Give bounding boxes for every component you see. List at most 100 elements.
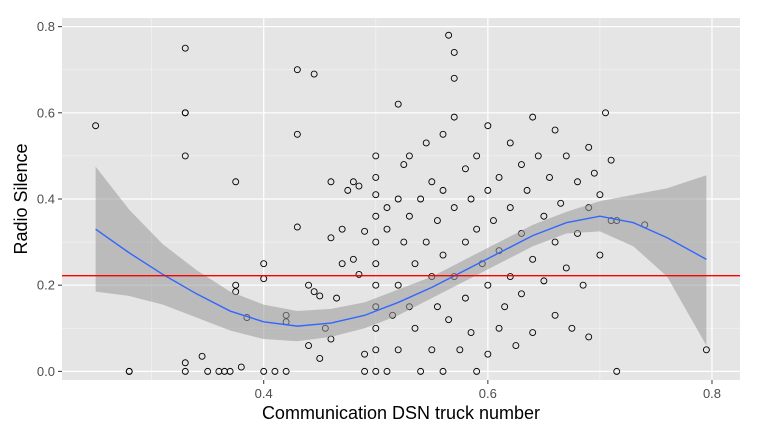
data-point [226, 367, 234, 375]
data-point [271, 367, 279, 375]
data-point [260, 260, 268, 268]
data-point [361, 367, 369, 375]
data-point [383, 367, 391, 375]
x-axis-ticks: 0.4 0.6 0.8 [255, 380, 721, 401]
data-point [355, 182, 363, 190]
data-point [383, 225, 391, 233]
data-point [461, 294, 469, 302]
data-point [422, 139, 430, 147]
data-point [428, 178, 436, 186]
data-point [579, 281, 587, 289]
data-point [590, 169, 598, 177]
data-point [562, 264, 570, 272]
data-point [372, 212, 380, 220]
data-point [450, 204, 458, 212]
data-point [400, 161, 408, 168]
data-point [338, 225, 346, 233]
data-point [411, 324, 419, 332]
data-point [439, 251, 447, 259]
data-point [557, 199, 565, 207]
data-point [237, 363, 245, 371]
data-point [293, 223, 301, 231]
data-point [490, 217, 497, 224]
data-point [495, 324, 503, 332]
smooth-trend-line [95, 215, 707, 327]
data-point [433, 217, 441, 224]
data-point [310, 288, 318, 296]
data-point [344, 186, 352, 194]
data-point [405, 212, 413, 220]
data-point [232, 281, 240, 289]
data-point [607, 156, 615, 164]
data-point [574, 178, 581, 186]
data-point [473, 367, 481, 375]
data-point [585, 333, 593, 341]
data-point [181, 367, 189, 375]
data-point [529, 329, 537, 337]
y-tick-label: 0.4 [37, 192, 55, 207]
data-point [467, 329, 475, 337]
data-point [602, 109, 609, 117]
data-point [445, 316, 453, 324]
data-point [518, 161, 525, 168]
data-point [484, 350, 492, 358]
data-point [551, 126, 559, 134]
data-point [198, 352, 206, 360]
data-point [181, 152, 189, 160]
data-point [232, 178, 240, 186]
data-point [484, 122, 492, 130]
data-point [316, 292, 324, 300]
data-point [372, 152, 380, 160]
data-point [546, 174, 553, 181]
x-tick-label: 0.6 [479, 386, 497, 401]
data-point [467, 195, 475, 203]
data-point [433, 303, 441, 311]
data-point [338, 260, 346, 268]
data-point [596, 191, 604, 199]
data-point [394, 195, 402, 203]
data-point [439, 186, 447, 194]
data-point [702, 346, 710, 354]
data-point [540, 212, 548, 220]
data-point [293, 66, 301, 74]
data-point [260, 367, 268, 375]
data-point [372, 324, 380, 332]
data-point [417, 367, 425, 375]
data-point [456, 346, 464, 354]
data-point [383, 204, 391, 212]
data-point [501, 303, 509, 311]
data-point [372, 238, 380, 246]
data-point [372, 174, 380, 181]
data-point [461, 165, 469, 173]
data-point [372, 260, 380, 268]
data-point [450, 49, 458, 56]
confidence-band [95, 166, 707, 346]
data-point [422, 238, 430, 246]
data-point [439, 367, 447, 375]
data-point [349, 255, 357, 263]
major-gridlines [62, 18, 740, 380]
x-axis-title: Communication DSN truck number [262, 403, 540, 423]
data-point [613, 367, 621, 375]
data-point [372, 346, 380, 354]
y-tick-label: 0.0 [37, 364, 55, 379]
data-point [293, 130, 301, 138]
data-point [327, 234, 335, 242]
data-point [310, 70, 318, 78]
data-point [506, 273, 514, 281]
data-point [372, 191, 380, 199]
data-point [361, 227, 369, 235]
data-point [596, 251, 604, 259]
data-point [355, 270, 363, 278]
data-point [450, 113, 458, 121]
data-point [551, 311, 559, 319]
data-point [411, 260, 419, 268]
x-tick-label: 0.8 [703, 386, 721, 401]
x-tick-label: 0.4 [255, 386, 273, 401]
y-tick-label: 0.8 [37, 19, 55, 34]
data-point [585, 143, 593, 151]
data-point [473, 225, 481, 233]
data-point [394, 346, 402, 354]
data-point [125, 367, 133, 375]
data-point [506, 139, 514, 147]
